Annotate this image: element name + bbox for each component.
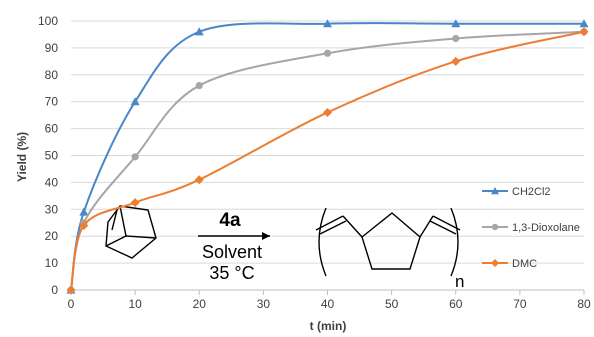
data-point xyxy=(79,220,89,230)
solvent-label: Solvent xyxy=(202,242,262,262)
data-point xyxy=(194,175,204,185)
legend-swatch-marker xyxy=(491,187,499,195)
x-tick-label: 40 xyxy=(321,297,335,311)
series-line xyxy=(70,30,585,291)
legend-item-2: DMC xyxy=(482,258,537,270)
y-tick-label: 80 xyxy=(45,68,59,82)
series xyxy=(66,19,589,295)
x-tick-labels: 0 10 20 30 40 50 60 70 80 xyxy=(68,297,591,311)
legend-label: DMC xyxy=(512,258,537,270)
y-tick-label: 90 xyxy=(45,41,59,55)
data-point xyxy=(131,153,139,161)
reagent-label: 4a xyxy=(219,210,241,231)
legend-label: CH2Cl2 xyxy=(512,186,551,198)
data-point xyxy=(79,207,89,216)
reaction-scheme: 4a Solvent 35 °C n xyxy=(105,205,464,291)
series-1 xyxy=(67,28,588,294)
polymer-structure xyxy=(315,207,461,277)
x-axis-title: t (min) xyxy=(310,319,347,333)
data-point xyxy=(130,198,140,208)
repeat-subscript: n xyxy=(455,272,464,291)
x-tick-label: 0 xyxy=(68,297,75,311)
legend-swatch-marker xyxy=(491,223,499,231)
data-point xyxy=(194,27,204,36)
data-point xyxy=(323,19,332,28)
legend-label: 1,3-Dioxolane xyxy=(512,222,580,234)
x-tick-label: 20 xyxy=(193,297,207,311)
series-line xyxy=(70,22,584,291)
y-tick-label: 10 xyxy=(45,256,59,270)
x-tick-label: 70 xyxy=(513,297,527,311)
axes xyxy=(70,289,585,295)
x-tick-label: 30 xyxy=(257,297,271,311)
norbornene-structure xyxy=(105,205,157,259)
data-point xyxy=(579,19,589,28)
data-point xyxy=(579,27,589,37)
series-line xyxy=(70,30,585,291)
data-point xyxy=(195,81,203,90)
data-point xyxy=(323,107,332,117)
y-tick-labels: 0 10 20 30 40 50 60 70 80 90 100 xyxy=(38,14,58,297)
y-tick-label: 50 xyxy=(45,149,59,163)
temperature-label: 35 °C xyxy=(209,263,254,283)
data-point xyxy=(451,56,461,66)
reaction-arrowhead xyxy=(262,232,270,240)
x-tick-label: 50 xyxy=(385,297,399,311)
data-point xyxy=(66,285,76,295)
y-tick-label: 20 xyxy=(45,229,59,243)
y-tick-label: 30 xyxy=(45,202,59,216)
y-tick-label: 60 xyxy=(45,122,59,136)
data-point xyxy=(130,97,140,106)
legend: CH2Cl2 1,3-Dioxolane DMC xyxy=(482,186,580,270)
legend-swatch-marker xyxy=(491,259,499,267)
x-tick-label: 80 xyxy=(577,297,591,311)
series-0 xyxy=(66,19,589,294)
x-tick-label: 10 xyxy=(128,297,142,311)
y-tick-label: 100 xyxy=(38,14,58,28)
legend-item-0: CH2Cl2 xyxy=(482,186,551,198)
legend-item-1: 1,3-Dioxolane xyxy=(482,222,580,234)
series-2 xyxy=(66,27,589,295)
y-tick-label: 70 xyxy=(45,95,59,109)
data-point xyxy=(452,34,460,43)
y-axis-title: Yield (%) xyxy=(15,132,29,182)
y-tick-label: 40 xyxy=(45,175,59,189)
data-point xyxy=(323,49,332,57)
x-tick-label: 60 xyxy=(449,297,463,311)
data-point xyxy=(451,19,461,28)
y-tick-label: 0 xyxy=(51,283,58,297)
